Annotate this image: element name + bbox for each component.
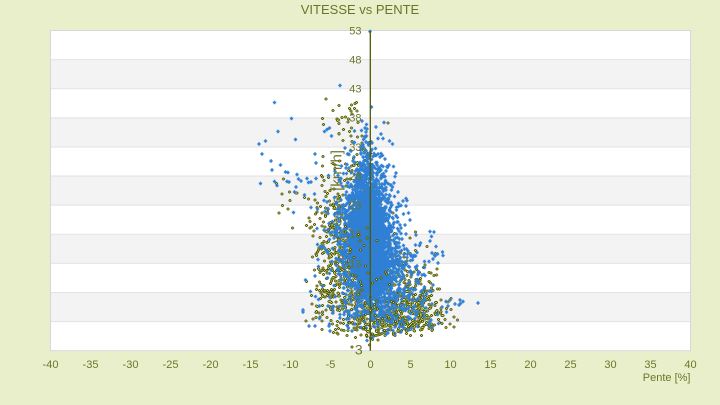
svg-text:15: 15 — [484, 359, 496, 371]
svg-text:0: 0 — [367, 359, 373, 371]
svg-text:33: 33 — [349, 142, 361, 154]
svg-text:3: 3 — [355, 317, 361, 329]
svg-text:-35: -35 — [83, 359, 99, 371]
svg-text:-25: -25 — [163, 359, 179, 371]
svg-text:10: 10 — [444, 359, 456, 371]
svg-text:3: 3 — [355, 341, 363, 357]
svg-text:-15: -15 — [243, 359, 259, 371]
svg-text:23: 23 — [349, 200, 361, 212]
svg-text:48: 48 — [349, 55, 361, 67]
svg-text:-40: -40 — [43, 359, 59, 371]
svg-text:53: 53 — [349, 25, 361, 37]
svg-text:-10: -10 — [283, 359, 299, 371]
svg-text:13: 13 — [349, 258, 361, 270]
svg-text:40: 40 — [684, 359, 696, 371]
svg-text:VITESSE vs PENTE: VITESSE vs PENTE — [301, 2, 420, 17]
svg-text:43: 43 — [349, 84, 361, 96]
svg-text:25: 25 — [564, 359, 576, 371]
svg-text:-20: -20 — [203, 359, 219, 371]
svg-text:-5: -5 — [326, 359, 336, 371]
svg-text:Pente [%]: Pente [%] — [643, 372, 691, 384]
svg-text:20: 20 — [524, 359, 536, 371]
svg-text:30: 30 — [604, 359, 616, 371]
svg-text:-30: -30 — [123, 359, 139, 371]
svg-text:35: 35 — [644, 359, 656, 371]
svg-text:28: 28 — [349, 171, 361, 183]
svg-text:8: 8 — [355, 287, 361, 299]
svg-text:38: 38 — [349, 113, 361, 125]
svg-text:18: 18 — [349, 229, 361, 241]
svg-text:5: 5 — [407, 359, 413, 371]
